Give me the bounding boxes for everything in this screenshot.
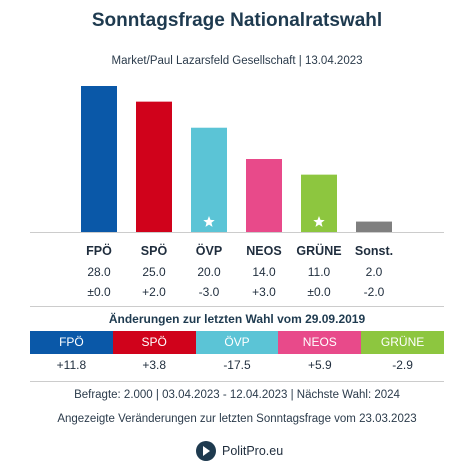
changes-title: Änderungen zur letzten Wahl vom 29.09.20… <box>108 312 366 326</box>
value-label-row: 28.0 25.0 20.0 14.0 11.0 2.0 <box>0 265 474 281</box>
party-name-spo: SPÖ <box>140 244 168 258</box>
changes-value-spo: +3.8 <box>142 358 167 372</box>
politpro-logo[interactable]: PolitPro.eu <box>196 440 283 462</box>
divider <box>30 306 444 307</box>
changes-value-fpo: +11.8 <box>56 358 87 372</box>
party-name-grune: GRÜNE <box>296 244 342 258</box>
bar-ovp[interactable] <box>191 127 227 232</box>
party-name-row: FPÖ SPÖ ÖVP NEOS GRÜNE Sonst. <box>0 244 474 260</box>
changes-party-spo: SPÖ <box>112 331 196 354</box>
party-name-sonst: Sonst. <box>354 244 394 258</box>
politpro-brand-text: PolitPro.eu <box>222 444 284 458</box>
value-label-grune: 11.0 <box>307 265 331 279</box>
change-label-grune: ±0.0 <box>307 285 331 299</box>
changes-value-grune: -2.9 <box>392 358 413 372</box>
survey-info: Befragte: 2.000 | 03.04.2023 - 12.04.202… <box>74 389 400 401</box>
change-label-sonst: -2.0 <box>363 285 385 299</box>
party-name-ovp: ÖVP <box>195 244 223 258</box>
changes-values: +11.8 +3.8 -17.5 +5.9 -2.9 <box>30 358 444 374</box>
value-label-ovp: 20.0 <box>197 265 221 279</box>
change-label-spo: +2.0 <box>142 285 166 299</box>
value-label-fpo: 28.0 <box>87 265 111 279</box>
changes-value-neos: +5.9 <box>307 358 332 372</box>
politpro-logo-icon <box>196 441 216 461</box>
changes-value-ovp: -17.5 <box>223 358 251 372</box>
change-label-row: ±0.0 +2.0 -3.0 +3.0 ±0.0 -2.0 <box>0 285 474 301</box>
value-label-neos: 14.0 <box>252 265 276 279</box>
bar-fpo[interactable] <box>81 86 117 232</box>
changes-party-ovp: ÖVP <box>195 331 279 354</box>
bar-sonst[interactable] <box>356 221 392 232</box>
bar-chart <box>30 86 444 233</box>
star-icon <box>313 216 325 227</box>
star-icon <box>203 216 215 227</box>
divider <box>30 381 444 382</box>
change-label-ovp: -3.0 <box>198 285 220 299</box>
changes-party-neos: NEOS <box>278 331 362 354</box>
chart-subtitle: Market/Paul Lazarsfeld Gesellschaft | 13… <box>111 55 363 67</box>
value-label-spo: 25.0 <box>142 265 166 279</box>
chart-title: Sonntagsfrage Nationalratswahl <box>91 10 383 31</box>
party-name-neos: NEOS <box>246 244 282 258</box>
changes-party-grune: GRÜNE <box>361 331 444 354</box>
changes-party-fpo: FPÖ <box>30 331 113 354</box>
bar-neos[interactable] <box>246 159 282 232</box>
change-label-fpo: ±0.0 <box>87 285 111 299</box>
change-label-neos: +3.0 <box>252 285 276 299</box>
value-label-sonst: 2.0 <box>365 265 383 279</box>
party-name-fpo: FPÖ <box>86 244 112 258</box>
comparison-note: Angezeigte Veränderungen zur letzten Son… <box>57 413 417 425</box>
bar-spo[interactable] <box>136 101 172 233</box>
changes-color-bar: FPÖ SPÖ ÖVP NEOS GRÜNE <box>30 331 444 354</box>
